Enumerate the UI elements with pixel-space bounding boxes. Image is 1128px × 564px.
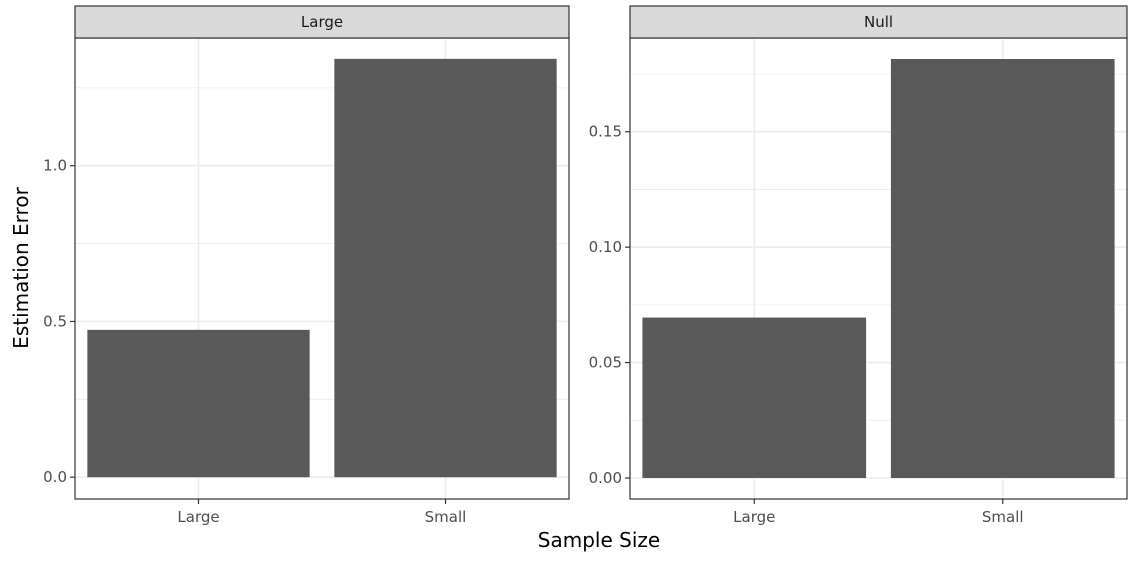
y-tick-label: 1.0 (43, 157, 67, 175)
x-tick-label: Large (177, 508, 219, 526)
bar-small (334, 58, 557, 478)
bar-small (890, 59, 1115, 478)
bar-large (87, 329, 310, 478)
x-tick-label: Small (425, 508, 467, 526)
y-tick-label: 0.5 (43, 312, 67, 330)
facet-panel-1: Large 0.0 0.5 1.0 Large Small (43, 5, 570, 526)
x-tick-label: Large (733, 508, 775, 526)
x-axis-title: Sample Size (538, 528, 660, 552)
x-tick-label: Small (982, 508, 1024, 526)
y-tick-label: 0.15 (589, 123, 622, 141)
bar-large (642, 317, 867, 478)
facet-panel-2: Null 0.00 0.05 0.10 0.15 Large Small (589, 5, 1128, 526)
y-tick-label: 0.0 (43, 468, 67, 486)
y-tick-label: 0.10 (589, 238, 622, 256)
y-axis-title: Estimation Error (9, 186, 33, 348)
facet-strip (629, 5, 1128, 39)
y-tick-label: 0.05 (589, 354, 622, 372)
facet-strip (74, 5, 570, 39)
facet-strip-label: Null (864, 13, 893, 31)
facet-strip-label: Large (301, 13, 343, 31)
y-tick-label: 0.00 (589, 469, 622, 487)
